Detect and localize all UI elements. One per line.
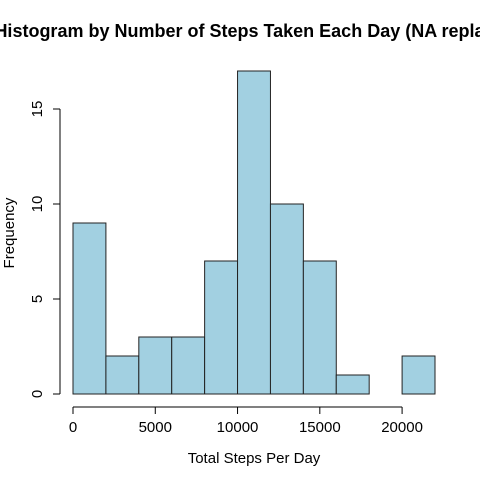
x-tick-label: 20000 [381, 419, 423, 436]
histogram-bar [72, 222, 107, 395]
histogram-bar [105, 355, 140, 395]
histogram-bar [401, 355, 436, 395]
x-axis: 0 5000 10000 15000 20000 [69, 406, 423, 436]
y-tick-label: 0 [29, 390, 46, 398]
x-tick-label: 15000 [299, 419, 341, 436]
bars-group [72, 70, 436, 395]
x-tick-label: 5000 [139, 419, 172, 436]
y-tick-label: 10 [29, 196, 46, 213]
y-axis-label: Frequency [1, 197, 18, 268]
y-tick-label: 5 [29, 295, 46, 303]
histogram-bar [237, 70, 271, 395]
y-axis: 0 5 10 15 [29, 101, 61, 398]
histogram-bar [138, 336, 173, 395]
x-tick-label: 0 [69, 419, 77, 436]
chart-title: Histogram by Number of Steps Taken Each … [0, 21, 480, 41]
histogram-bar [335, 374, 370, 395]
histogram-bar [171, 336, 206, 395]
x-tick-label: 10000 [217, 419, 259, 436]
y-tick-label: 15 [29, 101, 46, 118]
histogram-bar [204, 260, 239, 395]
histogram-bar [269, 203, 304, 395]
histogram-bar [302, 260, 337, 395]
x-axis-label: Total Steps Per Day [188, 450, 321, 467]
